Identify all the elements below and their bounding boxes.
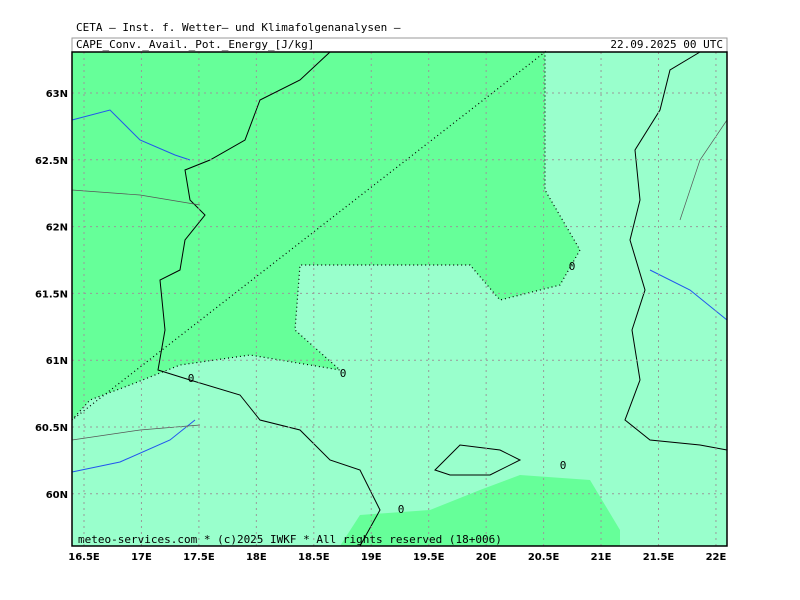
lat-label: 62.5N	[35, 156, 68, 167]
lat-label: 60.5N	[35, 423, 68, 434]
contour-label: 0	[340, 367, 347, 380]
lon-label: 20.5E	[528, 552, 560, 563]
lat-label: 60N	[46, 490, 68, 501]
lon-label: 18.5E	[298, 552, 330, 563]
lon-label: 17E	[131, 552, 152, 563]
lon-label: 20E	[476, 552, 497, 563]
field-name: CAPE_Conv._Avail._Pot._Energy_[J/kg]	[76, 38, 314, 51]
contour-label: 0	[398, 503, 405, 516]
lon-label: 19.5E	[413, 552, 445, 563]
lat-label: 63N	[46, 89, 68, 100]
lon-label: 21.5E	[643, 552, 675, 563]
title: CETA – Inst. f. Wetter– und Klimafolgena…	[76, 21, 401, 34]
map-area	[71, 50, 728, 547]
coastline	[434, 444, 522, 476]
contour-label: 0	[188, 372, 195, 385]
cape-region	[340, 475, 620, 546]
coastline	[157, 51, 381, 547]
lat-label: 61N	[46, 356, 68, 367]
lat-label: 61.5N	[35, 289, 68, 300]
river	[649, 269, 728, 321]
lon-label: 17.5E	[183, 552, 215, 563]
lon-label: 22E	[706, 552, 727, 563]
contour-label: 0	[569, 260, 576, 273]
river	[71, 419, 196, 473]
lon-label: 16.5E	[68, 552, 100, 563]
valid-time: 22.09.2025 00 UTC	[610, 38, 723, 51]
lon-label: 21E	[591, 552, 612, 563]
map-frame	[71, 51, 728, 547]
footer: meteo-services.com * (c)2025 IWKF * All …	[78, 533, 502, 546]
coastline	[624, 51, 728, 451]
lon-label: 18E	[246, 552, 267, 563]
river	[71, 109, 191, 161]
lon-label: 19E	[361, 552, 382, 563]
contour-label: 0	[560, 459, 567, 472]
lat-label: 62N	[46, 223, 68, 234]
